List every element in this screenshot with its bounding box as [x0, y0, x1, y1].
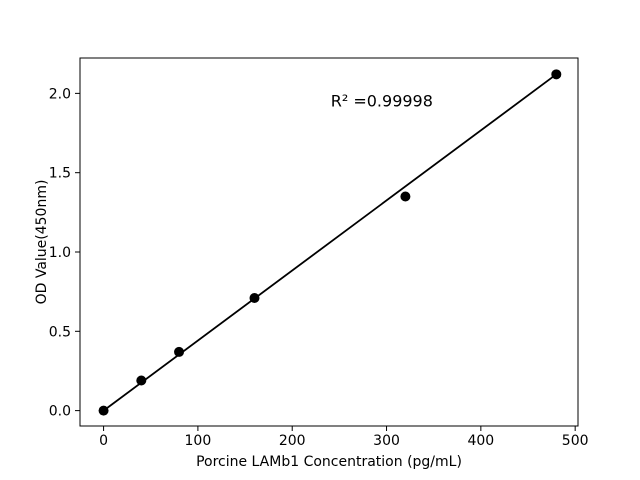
y-tick-label: 0.5 [49, 324, 71, 340]
x-tick-label: 500 [562, 433, 589, 449]
y-tick-label: 0.0 [49, 404, 71, 420]
data-point [174, 346, 185, 357]
y-axis-label: OD Value(450nm) [34, 180, 50, 305]
y-tick-label: 1.5 [49, 166, 71, 182]
y-axis-ticks: 0.0 0.5 1.0 1.5 2.0 [49, 86, 80, 420]
x-tick-label: 100 [185, 433, 212, 449]
data-point [136, 375, 147, 386]
y-tick-label: 2.0 [49, 86, 71, 102]
x-tick-label: 200 [279, 433, 306, 449]
y-tick-label: 1.0 [49, 245, 71, 261]
data-point [400, 191, 411, 202]
x-tick-label: 400 [467, 433, 494, 449]
fit-line [102, 73, 558, 412]
data-point [551, 69, 562, 80]
x-tick-label: 0 [99, 433, 108, 449]
plot-area-border [79, 57, 579, 427]
x-tick-label: 300 [373, 433, 400, 449]
data-point [249, 292, 260, 303]
x-axis-label: Porcine LAMb1 Concentration (pg/mL) [196, 454, 462, 470]
data-point [98, 405, 109, 416]
r-squared-annotation: R² =0.99998 [331, 91, 433, 110]
x-axis-ticks: 0 100 200 300 400 500 [99, 426, 589, 449]
data-point-series [98, 69, 562, 416]
